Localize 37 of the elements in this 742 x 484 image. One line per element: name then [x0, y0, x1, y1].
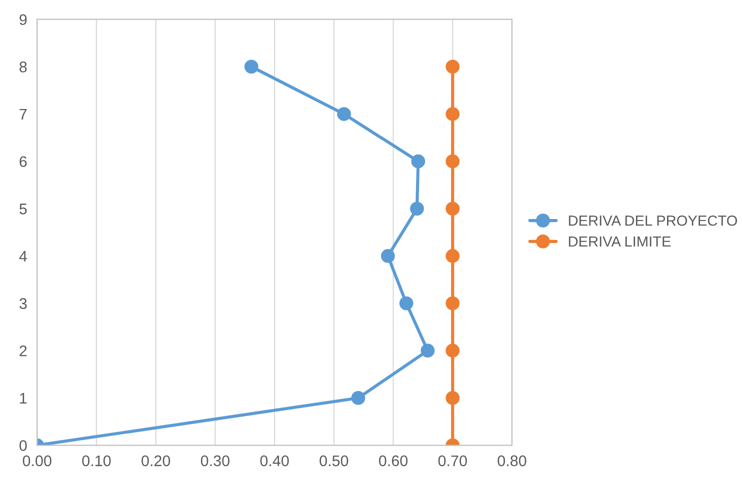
y-tick-label: 8	[20, 62, 27, 72]
x-tick-label: 0.10	[82, 455, 111, 466]
point	[380, 249, 395, 263]
point	[446, 107, 460, 121]
point	[446, 202, 460, 216]
point	[446, 344, 460, 358]
point	[446, 249, 460, 263]
point	[411, 154, 426, 168]
point	[337, 107, 351, 121]
x-tick-label: 0.70	[438, 455, 467, 466]
x-tick-label: 0.60	[378, 455, 408, 466]
y-tick-label: 6	[20, 156, 27, 168]
y-tick-label: 5	[19, 204, 27, 214]
y-tick-label: 4	[19, 251, 27, 262]
point	[446, 60, 460, 74]
point	[446, 391, 460, 405]
y-tick-label: 3	[19, 298, 27, 309]
x-tick-label: 0.50	[320, 455, 348, 466]
x-tick-label: 0.80	[498, 455, 526, 466]
x-tick-label: 0.20	[142, 455, 170, 466]
point	[399, 296, 414, 310]
x-tick-label: 0.30	[200, 455, 230, 466]
point	[244, 60, 258, 74]
legend-label: DERIVA DEL PROYECTO	[568, 215, 737, 226]
x-tick-label: 0.00	[22, 455, 52, 466]
y-tick-label: 9	[20, 14, 27, 26]
point	[420, 344, 435, 358]
y-tick-label: 1	[20, 392, 27, 404]
point	[446, 154, 460, 168]
y-tick-label: 2	[20, 346, 27, 356]
y-tick-label: 0	[19, 440, 27, 451]
point	[351, 391, 366, 405]
point	[410, 202, 424, 216]
x-tick-label: 0.40	[260, 455, 289, 466]
legend-label: DERIVA LIMITE	[568, 236, 671, 247]
y-tick-label: 7	[20, 109, 27, 120]
point	[446, 296, 460, 310]
